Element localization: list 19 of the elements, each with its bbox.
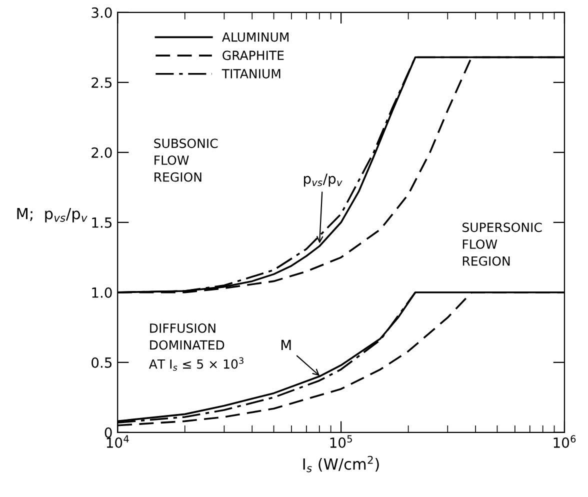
legend-label: GRAPHITE bbox=[222, 50, 284, 60]
annotation: DIFFUSION DOMINATED AT I$_{s}$ ≤ 5 × 10$^{3}$ bbox=[148, 323, 244, 371]
y-tick-label: 1.0 bbox=[92, 287, 112, 298]
x-tick-label: 10$^{5}$ bbox=[330, 435, 352, 448]
annotation: M bbox=[281, 340, 291, 350]
annotation: SUBSONIC FLOW REGION bbox=[154, 138, 218, 182]
legend-label: ALUMINUM bbox=[222, 32, 288, 42]
legend-label: TITANIUM bbox=[222, 69, 280, 78]
annotation: p$_{vs}$/p$_{v}$ bbox=[304, 174, 342, 187]
y-tick-label: 2.5 bbox=[92, 77, 112, 88]
y-axis-title: M; p$_{vs}$/p$_{v}$ bbox=[17, 208, 88, 222]
y-tick-label: 0.5 bbox=[92, 357, 112, 368]
y-tick-label: 3.0 bbox=[92, 7, 112, 18]
y-tick-label: 2.0 bbox=[92, 147, 112, 158]
x-tick-label: 10$^{6}$ bbox=[554, 435, 576, 448]
annotation: SUPERSONIC FLOW REGION bbox=[462, 222, 542, 266]
y-tick-label: 1.5 bbox=[92, 218, 112, 228]
y-tick-label: 0 bbox=[104, 427, 112, 438]
x-axis-title: I$_{s}$ (W/cm$^{2}$) bbox=[303, 456, 379, 472]
